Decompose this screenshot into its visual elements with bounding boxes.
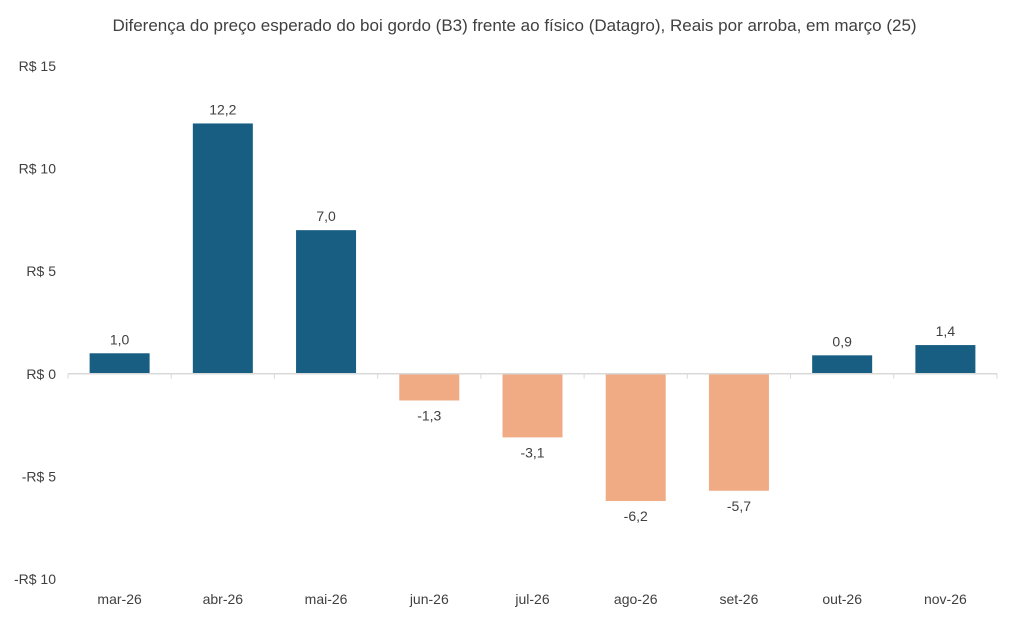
chart-title: Diferença do preço esperado do boi gordo… bbox=[112, 16, 917, 35]
data-label: 1,4 bbox=[936, 323, 956, 339]
bar-abr-26 bbox=[192, 123, 253, 374]
bar-ago-26 bbox=[605, 373, 666, 502]
y-tick-label: R$ 15 bbox=[19, 58, 57, 74]
bar-set-26 bbox=[708, 373, 769, 491]
bar-out-26 bbox=[812, 355, 873, 374]
data-label: 7,0 bbox=[316, 208, 336, 224]
x-tick-label: mai-26 bbox=[305, 591, 348, 607]
x-tick-label: nov-26 bbox=[924, 591, 967, 607]
x-tick-label: mar-26 bbox=[97, 591, 142, 607]
x-tick-label: ago-26 bbox=[614, 591, 658, 607]
x-tick-label: abr-26 bbox=[203, 591, 244, 607]
data-label: -6,2 bbox=[624, 508, 648, 524]
y-tick-label: -R$ 10 bbox=[14, 571, 56, 587]
y-tick-label: R$ 5 bbox=[26, 263, 56, 279]
bar-jun-26 bbox=[399, 373, 460, 401]
bar-nov-26 bbox=[915, 345, 976, 374]
y-tick-label: R$ 10 bbox=[19, 161, 57, 177]
y-tick-label: -R$ 5 bbox=[22, 468, 56, 484]
x-tick-label: jul-26 bbox=[514, 591, 549, 607]
data-label: -5,7 bbox=[727, 498, 751, 514]
x-tick-label: out-26 bbox=[822, 591, 862, 607]
data-label: -1,3 bbox=[417, 407, 441, 423]
x-tick-label: jun-26 bbox=[409, 591, 449, 607]
bar-jul-26 bbox=[502, 373, 563, 438]
bar-mar-26 bbox=[89, 353, 150, 374]
y-tick-label: R$ 0 bbox=[26, 366, 56, 382]
data-label: 12,2 bbox=[209, 101, 236, 117]
data-label: 1,0 bbox=[110, 331, 130, 347]
x-tick-label: set-26 bbox=[719, 591, 758, 607]
data-label: -3,1 bbox=[520, 444, 544, 460]
bar-mai-26 bbox=[296, 230, 357, 374]
data-label: 0,9 bbox=[832, 333, 852, 349]
